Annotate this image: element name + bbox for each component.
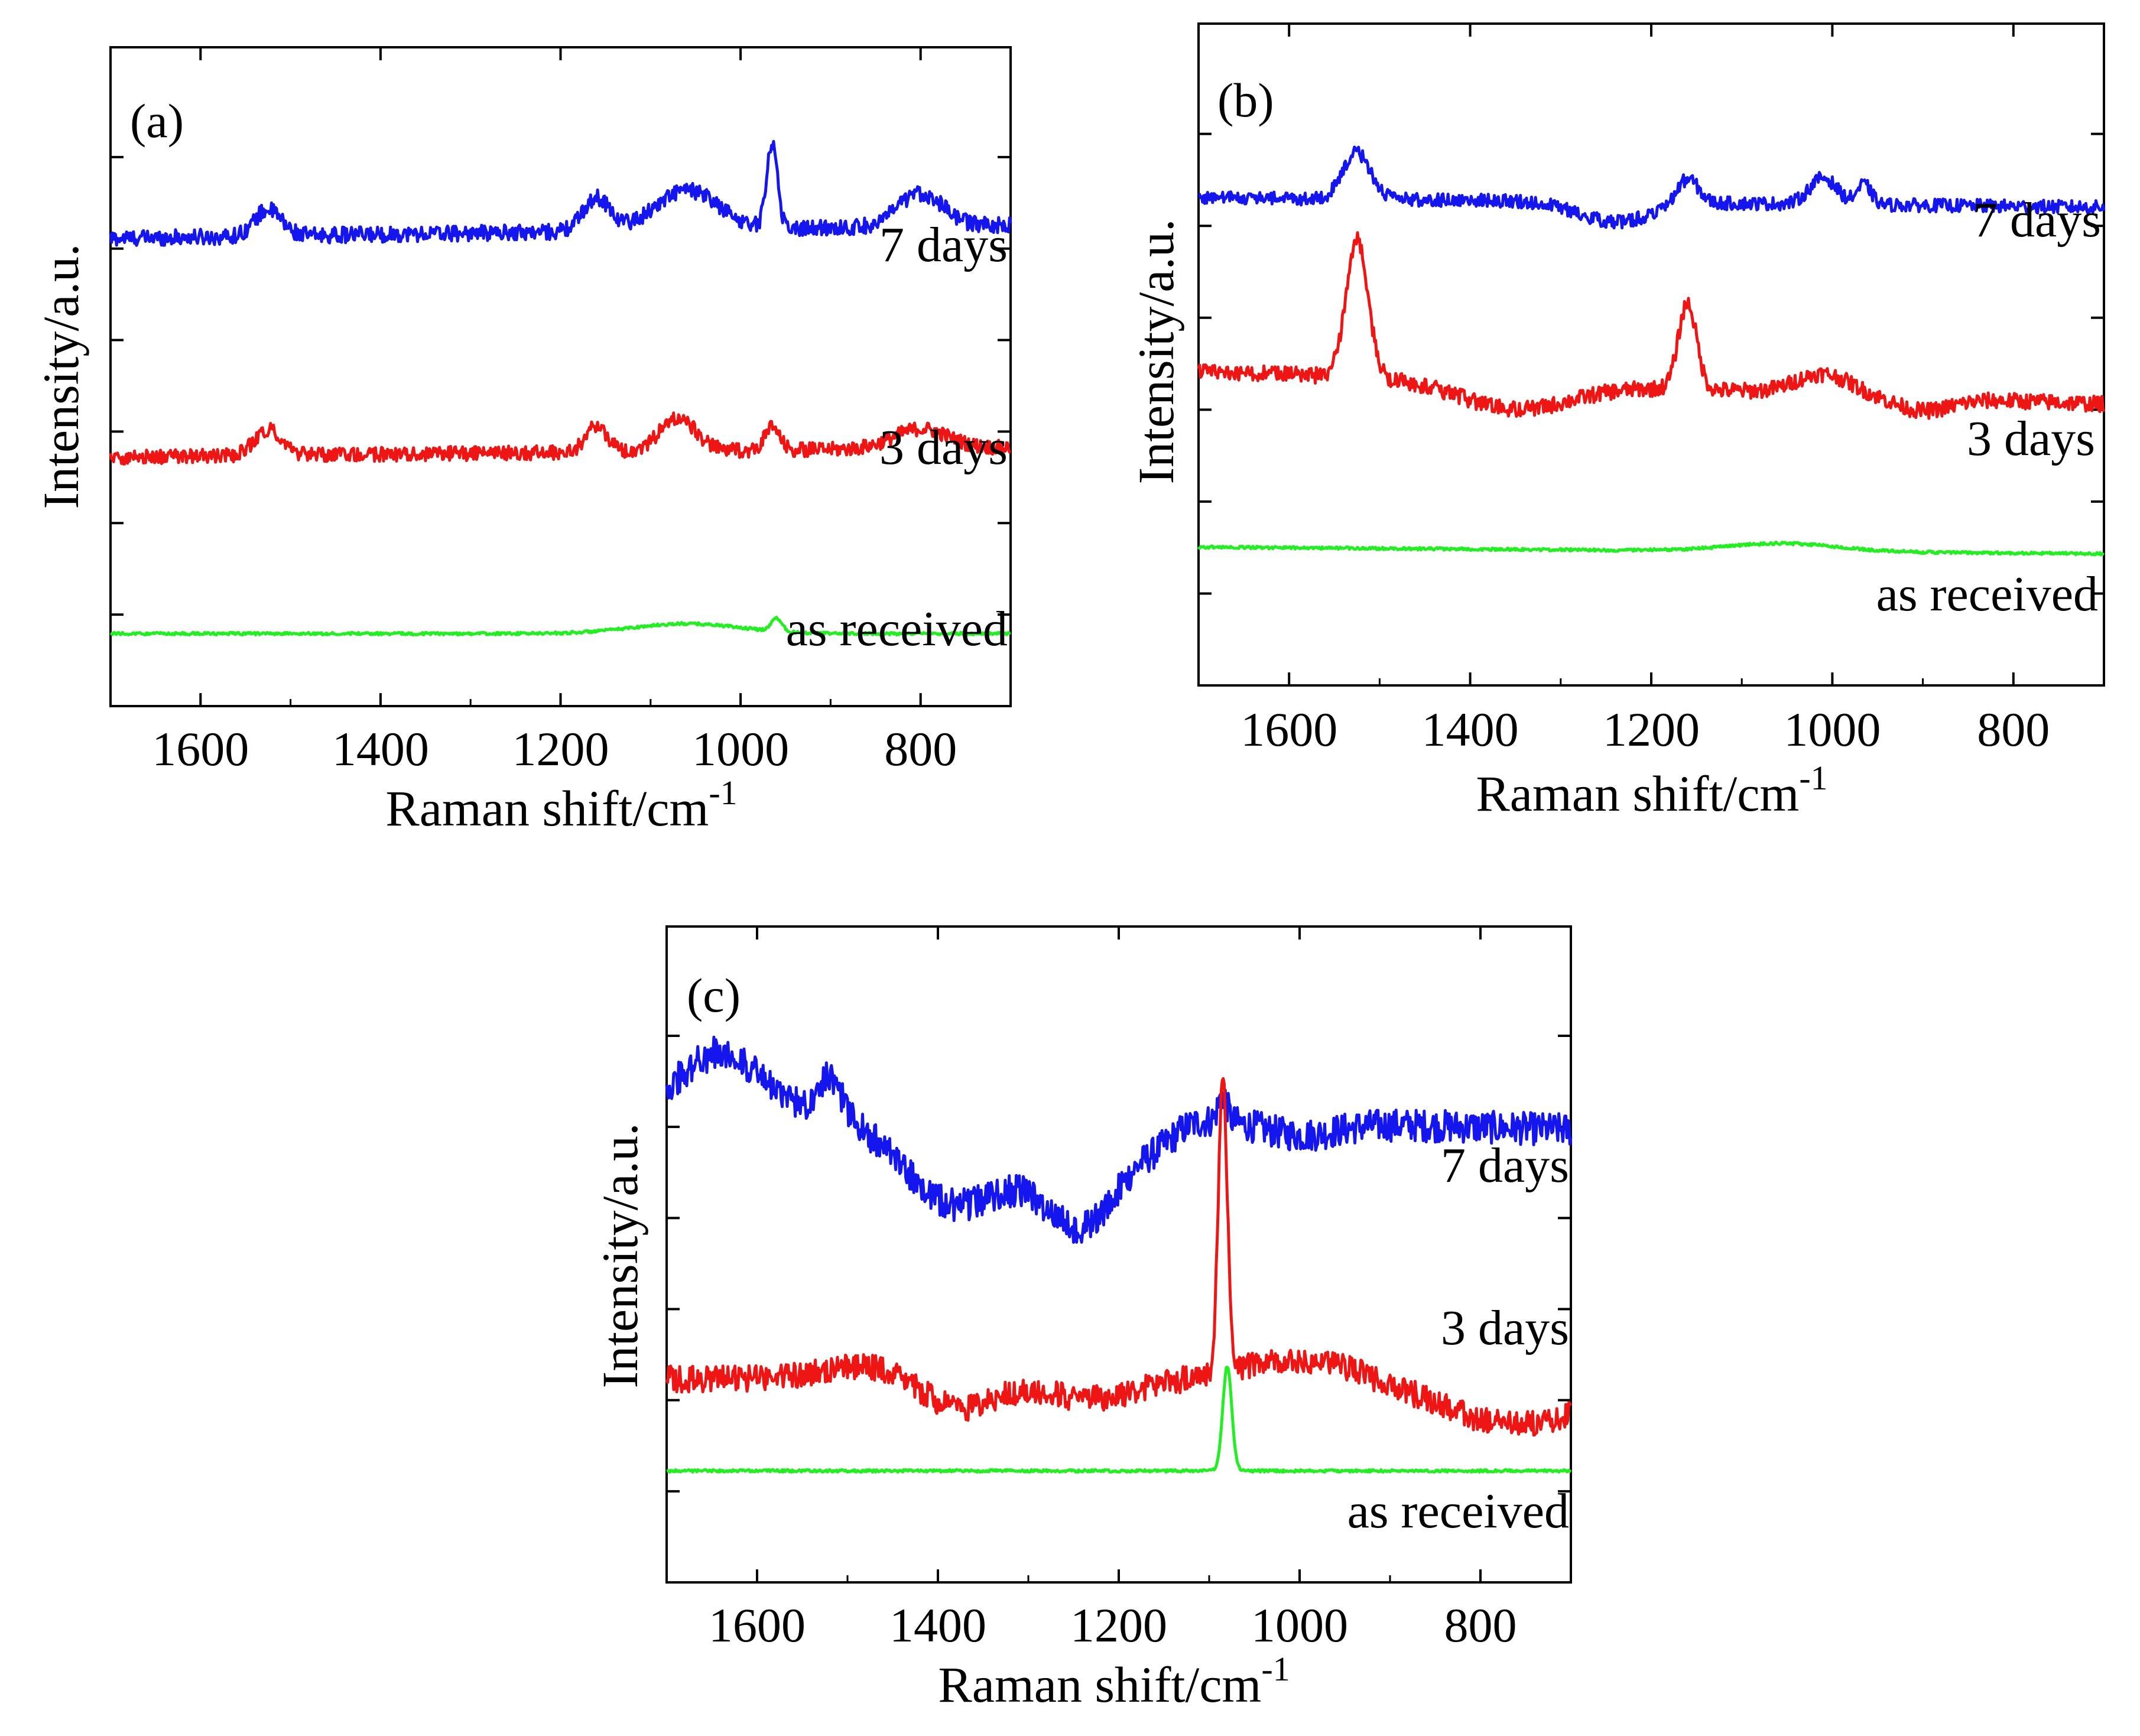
x-tick-label: 1400 xyxy=(332,722,429,776)
panel-c: (c) 7 days 3 days as received 1600 1400 12… xyxy=(592,925,1573,1713)
x-axis-label: Raman shift/cm-1 xyxy=(1476,759,1827,822)
x-tick-labels: 1600 1400 1200 1000 800 xyxy=(1241,703,2050,756)
series-group xyxy=(1197,145,2106,557)
x-tick-label: 1600 xyxy=(709,1598,806,1652)
series-label-as-received: as received xyxy=(786,602,1008,656)
series-line-as-received xyxy=(109,616,1011,637)
x-tick-labels: 1600 1400 1200 1000 800 xyxy=(152,722,957,776)
series-line-as-received xyxy=(1197,541,2105,557)
series-group xyxy=(109,139,1012,637)
panel-label: (c) xyxy=(687,968,741,1022)
series-line-3-days xyxy=(1197,231,2106,420)
series-line-as-received xyxy=(666,1366,1572,1474)
series-label-3-days: 3 days xyxy=(879,420,1008,475)
x-axis-label-superscript: -1 xyxy=(1799,759,1827,797)
panel-a: (a) 7 days 3 days as received 1600 1400 12… xyxy=(33,46,1012,837)
x-axis-label-superscript: -1 xyxy=(709,773,737,812)
x-tick-label: 1600 xyxy=(152,722,249,776)
x-tick-label: 1000 xyxy=(1784,703,1881,756)
x-tick-label: 800 xyxy=(884,722,957,776)
series-label-7-days: 7 days xyxy=(879,217,1008,272)
x-tick-label: 1400 xyxy=(889,1598,986,1652)
axis-ticks xyxy=(665,926,1572,1582)
series-group xyxy=(665,1035,1573,1474)
series-label-7-days: 7 days xyxy=(1973,193,2101,248)
x-tick-label: 800 xyxy=(1444,1598,1517,1652)
series-label-as-received: as received xyxy=(1347,1484,1569,1539)
series-label-3-days: 3 days xyxy=(1441,1301,1569,1355)
panel-label: (a) xyxy=(130,94,184,148)
panel-label: (b) xyxy=(1217,73,1274,127)
y-axis-label: Intensity/a.u. xyxy=(1128,219,1184,484)
panel-b: (b) 7 days 3 days as received 1600 1400 12… xyxy=(1128,22,2106,822)
series-line-7-days xyxy=(109,139,1012,247)
x-tick-label: 1200 xyxy=(512,722,609,776)
axis-ticks xyxy=(109,47,1012,706)
x-tick-label: 1600 xyxy=(1241,703,1337,756)
series-line-3-days xyxy=(109,411,1011,466)
series-line-3-days xyxy=(665,1077,1573,1437)
y-axis-label: Intensity/a.u. xyxy=(592,1123,648,1388)
series-label-3-days: 3 days xyxy=(1967,411,2095,466)
y-axis-label: Intensity/a.u. xyxy=(33,243,89,509)
x-tick-label: 1400 xyxy=(1422,703,1519,756)
x-axis-label: Raman shift/cm-1 xyxy=(385,773,737,837)
x-tick-label: 1200 xyxy=(1070,1598,1167,1652)
series-label-7-days: 7 days xyxy=(1441,1138,1569,1193)
x-tick-label: 1000 xyxy=(1251,1598,1348,1652)
series-line-7-days xyxy=(1198,145,2106,230)
x-tick-label: 1200 xyxy=(1603,703,1700,756)
series-label-as-received: as received xyxy=(1876,567,2098,622)
x-axis-label-superscript: -1 xyxy=(1261,1650,1290,1688)
x-tick-label: 800 xyxy=(1977,703,2050,756)
series-line-7-days xyxy=(665,1035,1573,1244)
x-tick-label: 1000 xyxy=(692,722,789,776)
x-axis-label: Raman shift/cm-1 xyxy=(938,1650,1290,1713)
x-tick-labels: 1600 1400 1200 1000 800 xyxy=(709,1598,1517,1652)
axis-ticks xyxy=(1197,24,2105,685)
